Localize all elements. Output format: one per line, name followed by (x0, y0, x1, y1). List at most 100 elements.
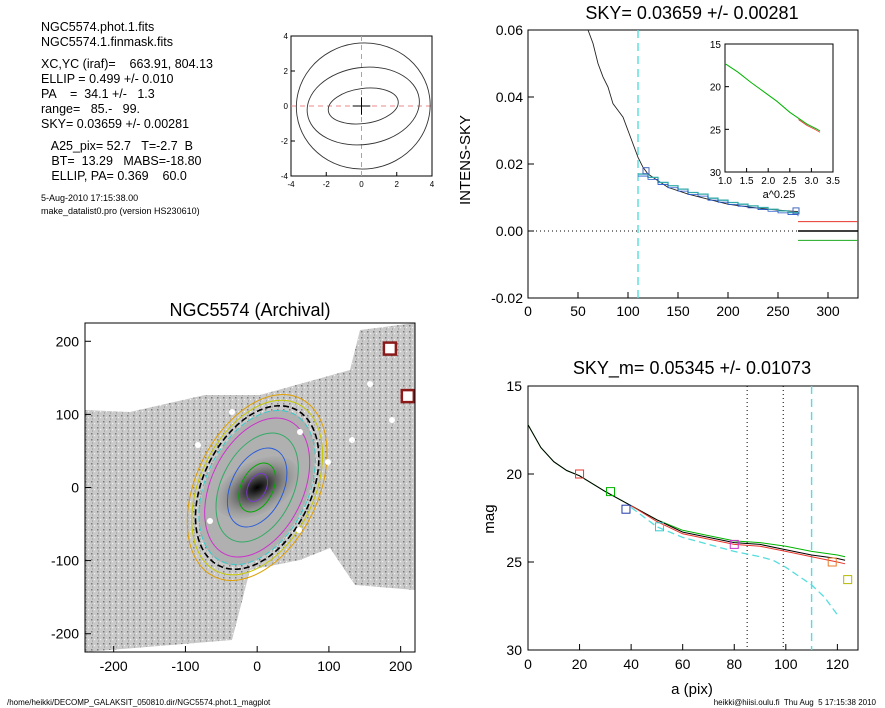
x-tick-label: 100 (616, 303, 640, 319)
contour-line (295, 42, 431, 170)
x-tick-label: 20 (572, 656, 588, 672)
x-tick-label: -2 (323, 180, 331, 189)
isophote-ellipse (238, 462, 277, 513)
inset-x-tick-label: 2.0 (761, 176, 775, 187)
galaxy-field (85, 323, 415, 652)
step-profile-blue (638, 175, 799, 217)
y-tick-label: 0 (71, 480, 79, 496)
isophote-ellipse (191, 399, 324, 576)
contour-line (306, 66, 420, 146)
sky-title: SKY= 0.03659 +/- 0.00281 (585, 3, 798, 23)
isophote-ellipse (204, 417, 311, 558)
info-line: PA = 34.1 +/- 1.3 (41, 87, 155, 101)
isophote-ellipse (194, 404, 320, 571)
isophote-ellipse (198, 409, 316, 566)
x-tick-label: 300 (816, 303, 840, 319)
y-tick-label: 2 (284, 67, 289, 76)
inset-line-green (724, 63, 821, 132)
axes-frame (527, 385, 859, 651)
sky-profile-plot: SKY= 0.03659 +/- 0.00281 INTENS-SKY 0 50 1… (457, 3, 859, 319)
inset-x-tick-label: 3.0 (804, 176, 818, 187)
x-tick-label: 0 (524, 656, 532, 672)
mask-hole (296, 527, 302, 533)
profile-square (792, 207, 800, 215)
marker-square (400, 388, 416, 404)
galaxy-image-plot: NGC5574 (Archival) -200 -100 0 100 200 -200 -1… (51, 300, 416, 674)
y-tick-label: 0.04 (496, 89, 523, 105)
inset-x-tick-label: 1.0 (718, 176, 732, 187)
y-tick-label: 0.02 (496, 156, 523, 172)
mag-title: SKY_m= 0.05345 +/- 0.01073 (573, 358, 811, 379)
x-tick-label: -200 (100, 658, 128, 674)
x-tick-label: 50 (570, 303, 586, 319)
inset-line-red (798, 119, 821, 133)
profile-square (843, 575, 853, 585)
profile-square (575, 469, 585, 479)
x-tick-label: 60 (675, 656, 691, 672)
x-tick-label: 0 (359, 180, 364, 189)
inset-x-tick-label: 1.5 (740, 176, 754, 187)
x-tick-label: 250 (766, 303, 790, 319)
profile-red (630, 505, 846, 565)
y-tick-label: 15 (506, 378, 522, 394)
x-tick-label: 4 (430, 180, 435, 189)
inset-x-tick-label: 3.5 (826, 176, 840, 187)
x-tick-label: 100 (774, 656, 798, 672)
info-version: make_datalist0.pro (version HS230610) (41, 206, 200, 216)
inset-x-tick-label: 2.5 (783, 176, 797, 187)
marker-square (382, 341, 398, 356)
profile-green (527, 424, 846, 558)
x-tick-label: -100 (171, 658, 199, 674)
inset-y-tick-label: 15 (710, 40, 722, 51)
inset-y-tick-label: 30 (710, 168, 722, 179)
center-contour-plot: -4 -2 0 2 4 -4 -2 0 2 4 (281, 32, 435, 189)
sky-corrected-profile (630, 506, 838, 616)
x-tick-label: 200 (389, 658, 413, 674)
profile-square (827, 557, 837, 567)
profile-black (527, 424, 846, 561)
x-tick-label: 120 (826, 656, 850, 672)
profile-square (654, 522, 664, 532)
y-tick-label: 20 (506, 466, 522, 482)
x-tick-label: -4 (287, 180, 295, 189)
y-tick-label: -0.02 (491, 290, 523, 306)
profile-square (606, 487, 615, 497)
info-line: ELLIP = 0.499 +/- 0.010 (41, 72, 174, 86)
isophote-ellipse (246, 472, 269, 503)
mask-hole (229, 409, 235, 415)
info-line: range= 85.- 99. (41, 102, 141, 116)
info-block: NGC5574.phot.1.fits NGC5574.1.finmask.fi… (41, 20, 291, 218)
x-tick-label: 40 (623, 656, 639, 672)
mask-hole (207, 518, 213, 524)
x-tick-label: 200 (716, 303, 740, 319)
info-line: A25_pix= 52.7 T=-2.7 B (41, 139, 193, 153)
mask-hole (325, 459, 331, 465)
x-tick-label: 80 (726, 656, 742, 672)
mask-hole (195, 442, 201, 448)
inset-y-tick-label: 20 (710, 83, 722, 94)
inset-y-tick-label: 25 (710, 125, 722, 136)
info-line: SKY= 0.03659 +/- 0.00281 (41, 117, 190, 131)
info-line: NGC5574.1.finmask.fits (41, 35, 173, 49)
y-tick-label: 0.06 (496, 22, 523, 38)
mask-hole (297, 429, 303, 435)
isophote-ellipse (226, 447, 288, 528)
inset-frame (724, 43, 834, 173)
footer-user: heikki@hiisi.oulu.fi Thu Aug 5 17:15:38 … (713, 698, 876, 707)
profile-square (621, 504, 631, 514)
mag-profile-plot: SKY_m= 0.05345 +/- 0.01073 a (pix) mag 0… (481, 358, 859, 698)
x-tick-label: 0 (524, 303, 532, 319)
mag-ylabel: mag (481, 504, 498, 533)
info-line: BT= 13.29 MABS=-18.80 (41, 154, 202, 168)
contour-line (327, 87, 399, 125)
isophote-ellipse (215, 432, 299, 543)
mask-hole (349, 437, 355, 443)
profile-square (729, 539, 739, 549)
y-tick-label: -100 (51, 553, 79, 569)
info-line: XC,YC (iraf)= 663.91, 804.13 (41, 57, 213, 71)
x-tick-label: 0 (253, 658, 261, 674)
mask-hole (367, 381, 373, 387)
y-tick-label: 0 (284, 102, 289, 111)
y-tick-label: -200 (51, 626, 79, 642)
